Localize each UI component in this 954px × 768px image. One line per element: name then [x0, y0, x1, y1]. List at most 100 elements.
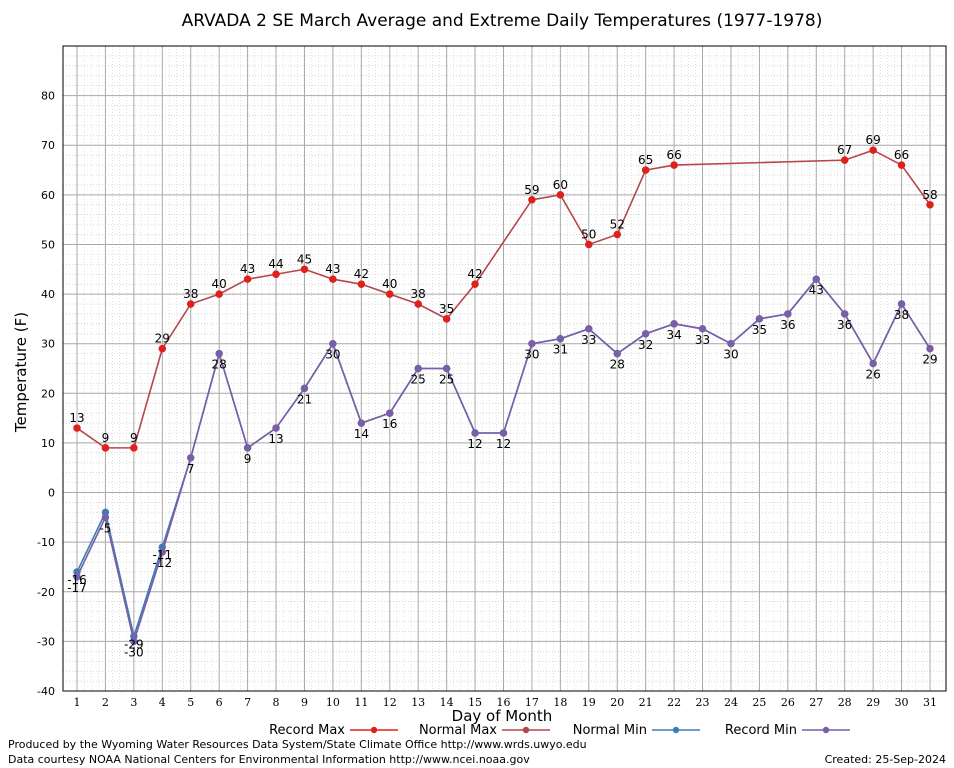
x-tick-label: 20: [610, 696, 624, 709]
x-tick-label: 10: [326, 696, 340, 709]
series-layer: [73, 146, 934, 646]
record-max-label: 29: [155, 332, 170, 346]
data-point: [613, 230, 621, 239]
record-max-label: 35: [439, 302, 454, 316]
x-tick-label: 6: [216, 696, 223, 709]
data-point: [812, 275, 820, 283]
record-max-label: 42: [467, 267, 482, 281]
record-min-label: 30: [723, 348, 738, 362]
legend-item: Normal Max: [419, 723, 550, 738]
data-point: [897, 161, 906, 169]
data-point: [528, 196, 536, 204]
y-tick-label: 60: [41, 189, 55, 202]
data-point: [272, 424, 280, 432]
legend-marker: [672, 726, 680, 734]
data-point: [243, 275, 252, 283]
x-tick-label: 18: [553, 696, 567, 709]
x-tick-label: 22: [667, 696, 681, 709]
record-max-label: 43: [240, 262, 255, 276]
data-point: [670, 161, 678, 169]
y-tick-label: 10: [41, 437, 55, 450]
y-tick-label: 30: [41, 338, 55, 351]
legend-item: Normal Min: [573, 723, 700, 738]
data-point: [698, 325, 707, 333]
record-min-label: 12: [496, 437, 511, 451]
data-point: [386, 409, 394, 417]
data-point: [73, 573, 81, 581]
record-min-label: 43: [809, 283, 824, 297]
footer-created-date: Created: 25-Sep-2024: [825, 753, 946, 766]
x-tick-label: 25: [752, 696, 766, 709]
record-min-label: 25: [411, 373, 426, 387]
data-point: [442, 364, 451, 373]
data-point: [556, 191, 565, 199]
record-min-label: 32: [638, 338, 653, 352]
y-tick-label: 50: [41, 238, 55, 251]
record-max-label: 58: [922, 188, 937, 202]
record-min-label: 38: [894, 308, 909, 322]
data-point: [357, 419, 366, 427]
record-max-label: 67: [837, 143, 852, 157]
record-max-label: 50: [581, 227, 596, 241]
record-min-label: -5: [99, 521, 111, 535]
data-point: [641, 166, 650, 174]
legend-label: Normal Min: [573, 723, 647, 738]
record-max-label: 69: [865, 133, 880, 147]
data-point: [386, 290, 394, 298]
record-min-label: 36: [780, 318, 795, 332]
data-point: [641, 330, 650, 338]
legend-label: Record Max: [269, 723, 345, 738]
y-tick-label: -20: [37, 586, 55, 599]
legend-marker: [822, 726, 830, 734]
normal-min-label: -29: [124, 637, 144, 651]
data-point: [926, 201, 934, 209]
y-tick-label: -10: [37, 536, 55, 549]
record-min-label: 33: [581, 333, 596, 347]
record-min-label: 9: [244, 452, 252, 466]
record-min-label: 35: [752, 323, 767, 337]
plot-frame: [62, 45, 947, 692]
x-tick-label: 7: [244, 696, 251, 709]
x-tick-label: 3: [130, 696, 137, 709]
x-tick-label: 16: [497, 696, 511, 709]
y-tick-label: 70: [41, 139, 55, 152]
y-tick-label: 20: [41, 387, 55, 400]
record-max-label: 66: [894, 148, 909, 162]
legend: Record Max Normal Max Normal Min Record Min: [269, 723, 850, 738]
x-tick-label: 9: [301, 696, 308, 709]
record-min-label: 33: [695, 333, 710, 347]
data-point: [926, 344, 934, 353]
x-tick-label: 17: [525, 696, 539, 709]
data-point: [670, 320, 678, 328]
data-point: [272, 270, 280, 278]
data-labels: 13 9 9 29 38 40 43 44 45 43 42 40 38 35 42 59 60 50 52 65 66…: [67, 133, 937, 659]
data-point: [215, 290, 223, 298]
data-point: [329, 275, 337, 283]
x-tick-label: 21: [639, 696, 653, 709]
data-point: [869, 146, 877, 154]
legend-marker: [522, 726, 530, 734]
record-max-label: 42: [354, 267, 369, 281]
record-min-label: 25: [439, 373, 454, 387]
data-point: [869, 359, 877, 368]
record-max-label: 43: [325, 262, 340, 276]
record-min-label: 36: [837, 318, 852, 332]
x-tick-label: 29: [866, 696, 880, 709]
y-tick-label: 40: [41, 288, 55, 301]
legend-item: Record Max: [269, 723, 398, 738]
data-point: [585, 325, 593, 333]
data-point: [442, 315, 451, 323]
record-max-label: 40: [382, 277, 397, 291]
data-point: [585, 240, 593, 249]
record-max-label: 38: [411, 287, 426, 301]
data-point: [613, 349, 621, 358]
series-record-min: [73, 275, 934, 646]
data-point: [300, 384, 309, 393]
record-min-label: 16: [382, 417, 397, 431]
record-min-label: 13: [268, 432, 283, 446]
data-point: [897, 300, 906, 308]
x-tick-label: 28: [838, 696, 852, 709]
data-point: [755, 315, 764, 323]
record-max-label: 13: [69, 411, 84, 425]
